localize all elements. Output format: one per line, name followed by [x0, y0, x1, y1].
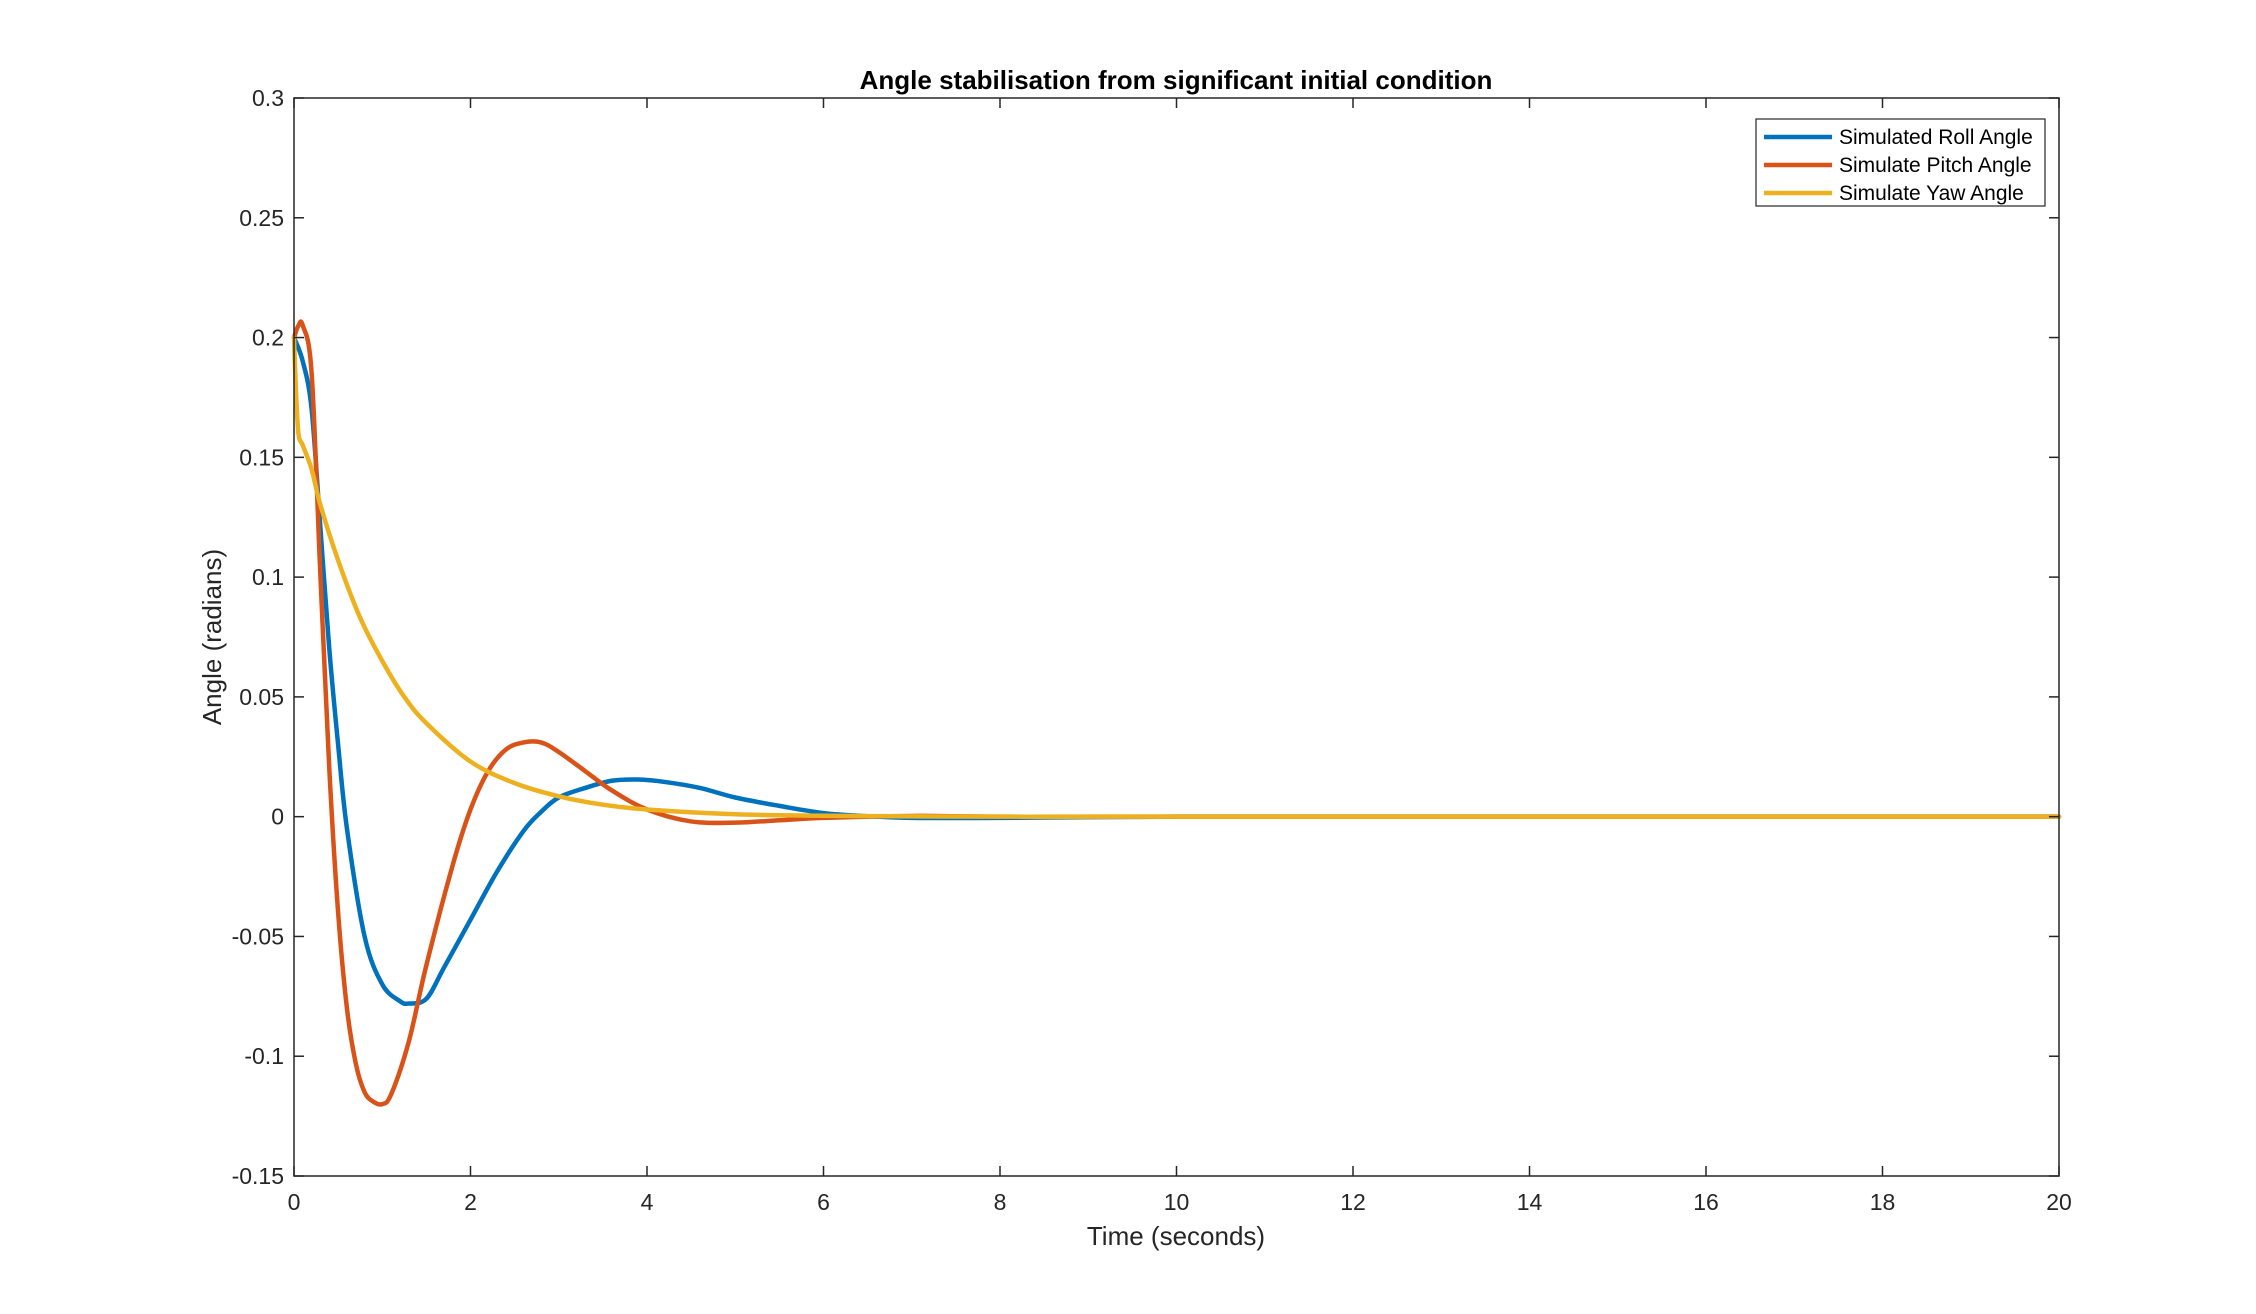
y-tick-label: 0: [271, 804, 284, 830]
x-tick-label: 20: [2046, 1189, 2072, 1215]
plot-area-background: [294, 98, 2059, 1176]
legend-label-0: Simulated Roll Angle: [1839, 126, 2033, 149]
legend-label-2: Simulate Yaw Angle: [1839, 182, 2024, 205]
y-tick-label: 0.1: [252, 564, 284, 590]
y-tick-label: -0.15: [232, 1163, 284, 1189]
y-tick-label: -0.1: [244, 1043, 284, 1069]
x-tick-label: 0: [288, 1189, 301, 1215]
chart-title: Angle stabilisation from significant ini…: [860, 65, 1493, 95]
y-tick-label: 0.25: [239, 205, 284, 231]
x-tick-label: 18: [1870, 1189, 1896, 1215]
y-tick-label: 0.05: [239, 684, 284, 710]
legend: Simulated Roll Angle Simulate Pitch Angle…: [1755, 118, 2046, 207]
y-tick-label: -0.05: [232, 923, 284, 949]
y-tick-label: 0.3: [252, 85, 284, 111]
x-axis-label: Time (seconds): [1087, 1221, 1265, 1251]
x-tick-label: 2: [464, 1189, 477, 1215]
x-tick-label: 10: [1164, 1189, 1190, 1215]
x-tick-label: 8: [994, 1189, 1007, 1215]
x-tick-label: 6: [817, 1189, 830, 1215]
series-layer: [291, 319, 2062, 1107]
x-tick-label: 14: [1517, 1189, 1543, 1215]
series-line-2: [291, 335, 2062, 819]
y-tick-label: 0.2: [252, 325, 284, 351]
x-tick-label: 16: [1693, 1189, 1719, 1215]
x-tick-label: 4: [641, 1189, 654, 1215]
y-axis-label: Angle (radians): [197, 549, 227, 725]
y-tick-label: 0.15: [239, 444, 284, 470]
x-tick-label: 12: [1340, 1189, 1366, 1215]
ticks-layer: 0 2 4 6 8 10 12 14 16 18 20 -0.15 -0.1 -0.05 0 0.05 0.1 0…: [232, 85, 2072, 1215]
legend-label-1: Simulate Pitch Angle: [1839, 154, 2032, 177]
